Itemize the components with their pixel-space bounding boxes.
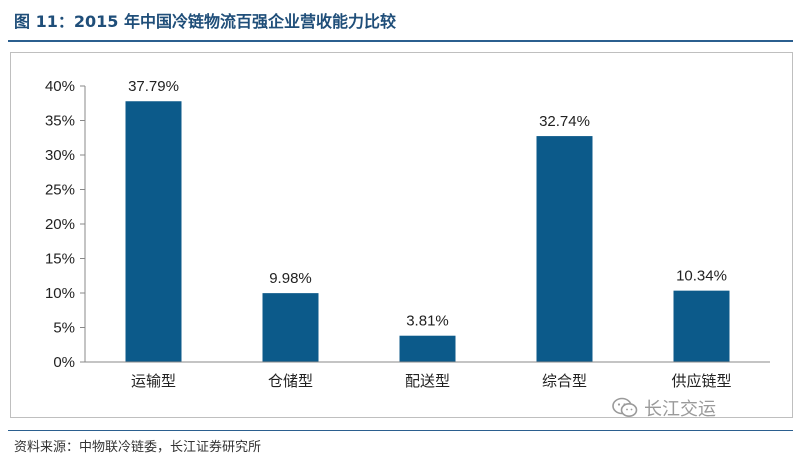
bar [125, 101, 182, 363]
x-category-label: 供应链型 [671, 372, 731, 390]
y-tick-label: 20% [45, 216, 75, 233]
wechat-icon [612, 397, 638, 417]
footer-divider [8, 430, 793, 431]
y-tick-label: 15% [45, 251, 75, 268]
source-note: 资料来源：中物联冷链委，长江证券研究所 [14, 440, 262, 455]
x-category-label: 运输型 [131, 372, 176, 390]
y-tick-label: 40% [45, 78, 75, 95]
x-category-label: 综合型 [542, 372, 587, 390]
bar [399, 335, 456, 362]
bar-value-label: 37.79% [128, 78, 179, 95]
watermark-text: 长江交运 [644, 399, 716, 420]
bar-value-label: 3.81% [406, 313, 449, 330]
y-tick-label: 35% [45, 113, 75, 130]
bar-value-label: 10.34% [676, 268, 727, 285]
x-category-label: 仓储型 [268, 372, 313, 390]
bar-value-label: 32.74% [539, 113, 590, 130]
bar [262, 293, 319, 362]
y-tick-label: 5% [53, 320, 75, 337]
watermark: 长江交运 [612, 395, 716, 421]
x-category-label: 配送型 [405, 372, 450, 390]
y-tick-label: 30% [45, 147, 75, 164]
bar [673, 290, 730, 362]
y-tick-label: 25% [45, 182, 75, 199]
bar-value-label: 9.98% [269, 270, 312, 287]
title-divider [8, 40, 793, 42]
y-tick-label: 0% [53, 354, 75, 371]
bar [536, 136, 593, 362]
y-tick-label: 10% [45, 285, 75, 302]
page-title: 图 11：2015 年中国冷链物流百强企业营收能力比较 [14, 12, 396, 31]
